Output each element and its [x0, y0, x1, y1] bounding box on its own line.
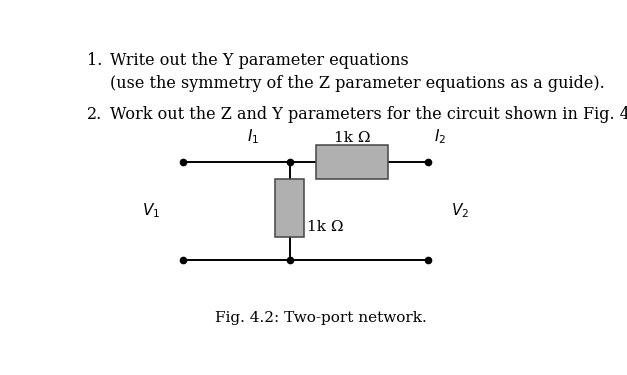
Text: 1k Ω: 1k Ω	[334, 131, 370, 145]
Text: $I_1$: $I_1$	[247, 128, 260, 146]
Text: (use the symmetry of the Z parameter equations as a guide).: (use the symmetry of the Z parameter equ…	[110, 75, 604, 92]
Text: 1k Ω: 1k Ω	[307, 220, 343, 234]
Text: $V_2$: $V_2$	[451, 202, 469, 220]
Bar	[275, 179, 304, 237]
Text: Work out the Z and Y parameters for the circuit shown in Fig. 4.2.: Work out the Z and Y parameters for the …	[110, 106, 627, 123]
Text: $I_2$: $I_2$	[435, 128, 446, 146]
Text: Fig. 4.2: Two-port network.: Fig. 4.2: Two-port network.	[216, 311, 427, 325]
Text: Write out the Y parameter equations: Write out the Y parameter equations	[110, 52, 409, 69]
Text: $V_1$: $V_1$	[142, 202, 161, 220]
Bar	[315, 145, 388, 179]
Text: 2.: 2.	[87, 106, 102, 123]
Text: 1.: 1.	[87, 52, 102, 69]
